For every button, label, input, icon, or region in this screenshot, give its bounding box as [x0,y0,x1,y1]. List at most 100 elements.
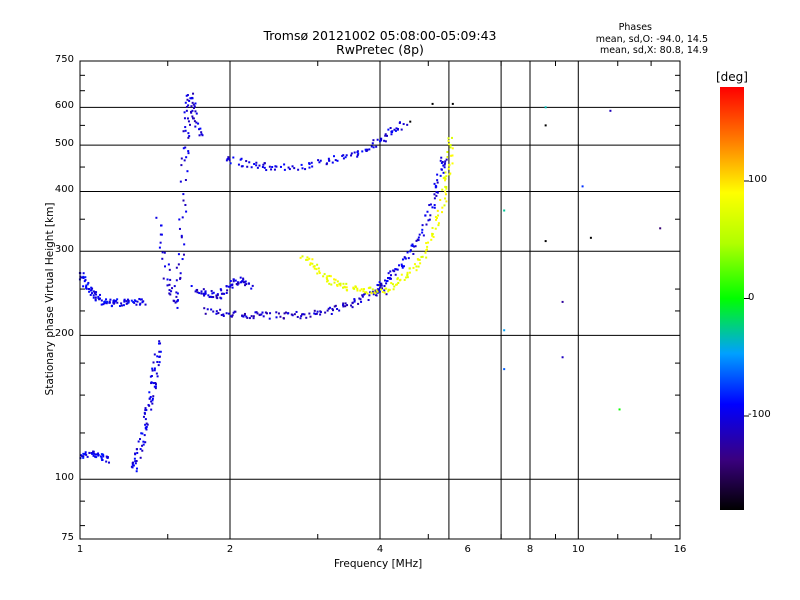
data-point [190,285,193,288]
data-point [251,284,254,287]
data-point [338,283,341,286]
data-point [135,303,138,306]
data-point [389,127,392,130]
data-point [242,315,245,318]
data-point [235,282,238,285]
data-point [291,165,294,168]
data-point [184,126,187,129]
data-point [283,163,286,166]
data-point [437,224,440,227]
data-point [182,253,185,256]
data-point [250,287,253,290]
data-point [182,199,185,202]
data-point [144,303,147,306]
data-point [110,305,113,308]
data-point [581,185,584,188]
data-point [93,291,96,294]
data-point [426,210,429,213]
data-point [263,166,266,169]
data-point [374,289,377,292]
data-point [90,289,93,292]
data-point [336,307,339,310]
data-point [182,147,185,150]
data-point [391,283,394,286]
data-point [353,287,356,290]
data-point [403,278,406,281]
y-tick-label: 100 [54,472,74,484]
data-point [203,294,206,297]
data-point [447,167,450,170]
data-point [82,275,85,278]
data-point [142,440,145,443]
data-point [134,452,137,455]
data-point [444,190,447,193]
data-point [176,299,179,302]
data-point [148,397,151,400]
data-point [85,287,88,290]
data-point [180,234,183,237]
data-point [158,350,161,353]
data-point [300,163,303,166]
data-point [275,316,278,319]
data-point [146,423,149,426]
data-point [433,197,436,200]
data-point [293,167,296,170]
data-point [161,257,164,260]
data-point [362,288,365,291]
data-point [308,257,311,260]
data-point [250,315,253,318]
colorbar [720,87,744,510]
data-point [334,304,337,307]
data-point [127,301,130,304]
data-point [204,312,207,315]
data-point [344,302,347,305]
data-point [135,467,138,470]
data-point [297,168,300,171]
data-point [433,204,436,207]
data-point [384,134,387,137]
data-point [256,312,259,315]
data-point [158,361,161,364]
data-point [80,276,83,279]
data-point [174,301,177,304]
data-point [618,408,621,411]
data-point [372,146,375,149]
data-point [84,276,87,279]
data-point [95,456,98,459]
data-point [445,187,448,190]
data-point [220,314,223,317]
data-point [229,162,232,165]
data-point [164,265,167,268]
data-point [225,285,228,288]
data-point [99,455,102,458]
data-point [202,288,205,291]
data-point [200,131,203,134]
data-point [244,284,247,287]
data-point [168,268,171,271]
colorbar-ticks [744,180,749,417]
data-point [158,342,161,345]
data-point [130,299,133,302]
data-point [169,293,172,296]
data-point [153,353,156,356]
data-point [95,291,98,294]
data-point [418,233,421,236]
data-point [222,315,225,318]
data-point [100,299,103,302]
data-point [451,136,454,139]
data-point [381,290,384,293]
data-point [132,301,135,304]
data-point [271,166,274,169]
data-point [103,300,106,303]
data-point [326,275,329,278]
data-point [299,317,302,320]
data-point [194,110,197,113]
data-point [326,162,329,165]
data-point [449,144,452,147]
chart-title-line1: Tromsø 20121002 05:08:00-05:09:43 [263,28,497,43]
data-point [409,120,412,123]
data-point [186,117,189,120]
data-point [412,266,415,269]
data-point [211,292,214,295]
data-point [225,312,228,315]
